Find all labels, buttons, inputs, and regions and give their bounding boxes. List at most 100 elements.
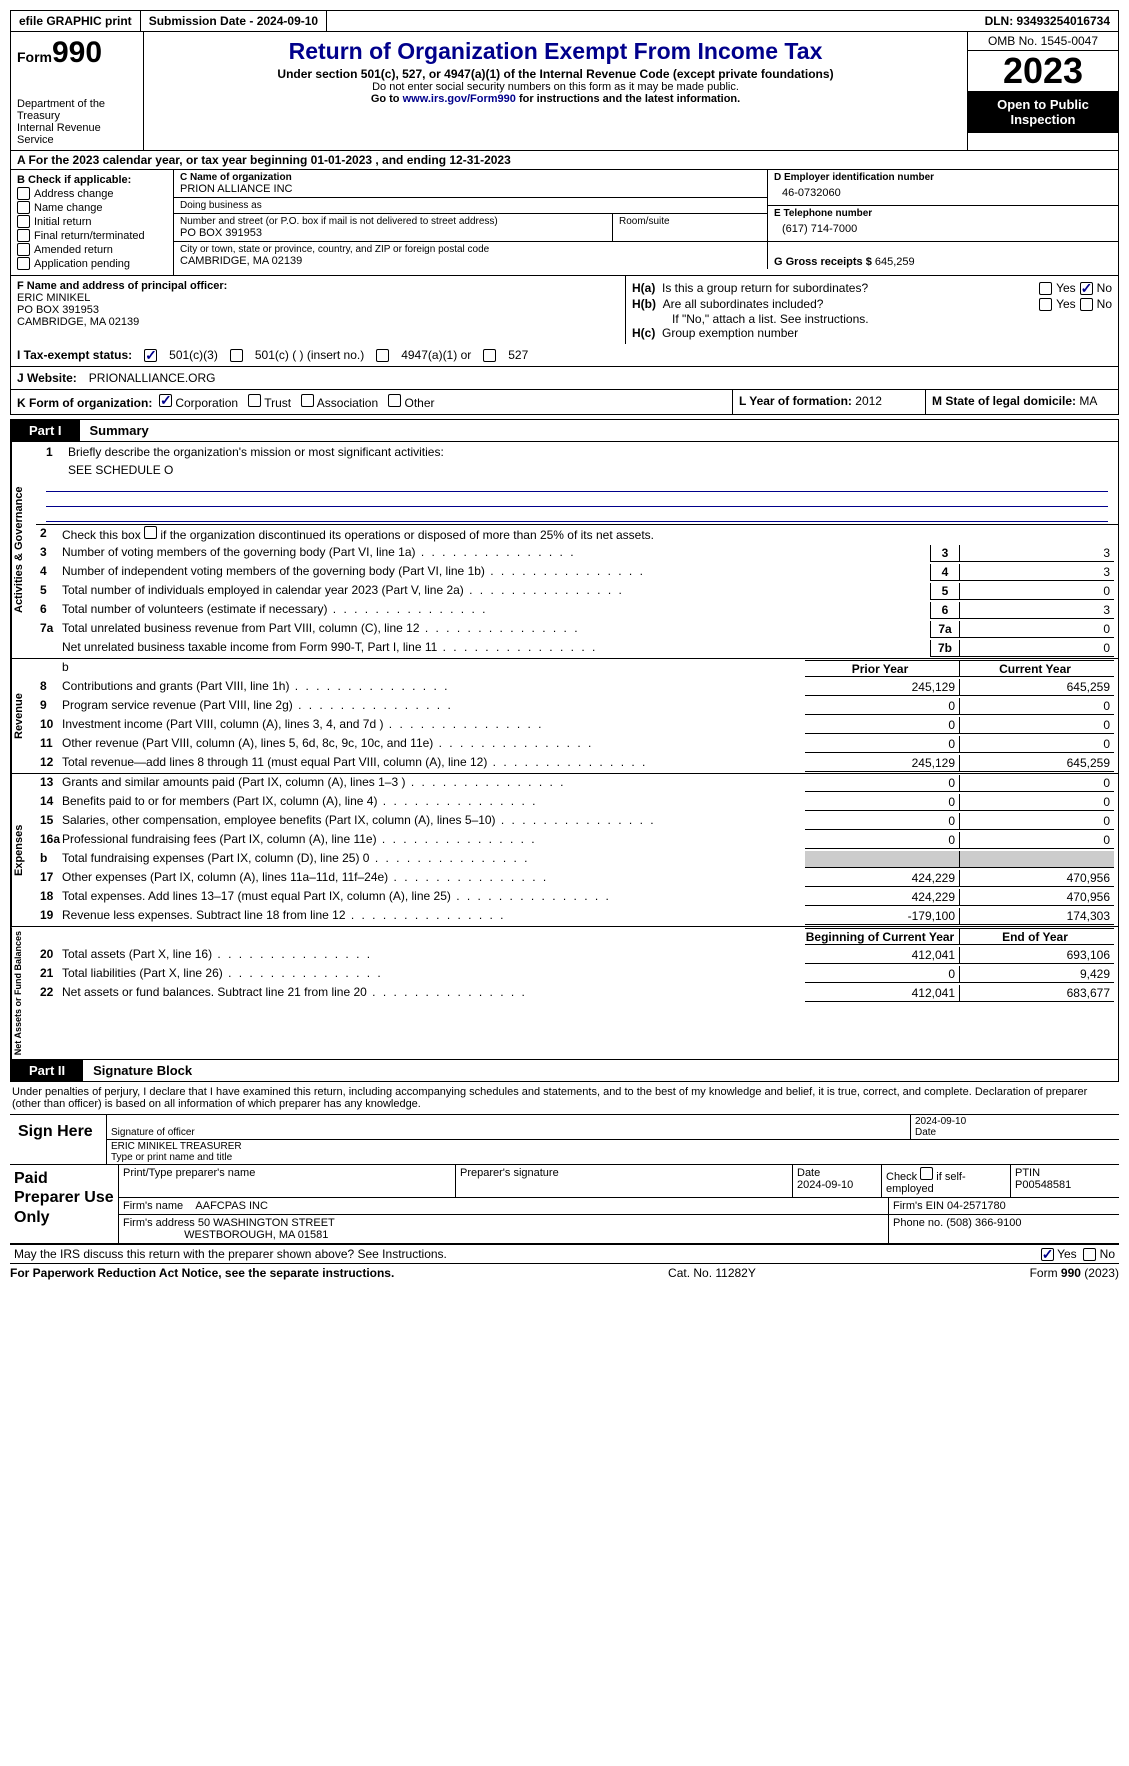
public-inspection: Open to Public Inspection — [968, 91, 1118, 133]
summary-line: 19Revenue less expenses. Subtract line 1… — [36, 907, 1118, 926]
j-lbl: J Website: — [17, 371, 77, 385]
street: PO BOX 391953 — [180, 227, 606, 239]
summary-line: bTotal fundraising expenses (Part IX, co… — [36, 850, 1118, 869]
officer-name-title: ERIC MINIKEL TREASURER — [111, 1141, 242, 1152]
row-i-tax-status: I Tax-exempt status: 501(c)(3) 501(c) ( … — [10, 344, 1119, 367]
part1-tag: Part I — [11, 420, 80, 441]
summary-line: 7aTotal unrelated business revenue from … — [36, 620, 1118, 639]
sig-date-lbl: Date — [915, 1127, 936, 1138]
tab-exp: Expenses — [11, 774, 36, 926]
chk-4947[interactable] — [376, 349, 389, 362]
summary-line: 6Total number of volunteers (estimate if… — [36, 601, 1118, 620]
chk-self-employed[interactable] — [920, 1167, 933, 1180]
firm-name: AAFCPAS INC — [195, 1200, 268, 1212]
form-title: Return of Organization Exempt From Incom… — [150, 38, 961, 65]
firm-name-lbl: Firm's name — [123, 1200, 183, 1212]
chk-501c[interactable] — [230, 349, 243, 362]
summary-line: 5Total number of individuals employed in… — [36, 582, 1118, 601]
firm-phone-lbl: Phone no. — [893, 1217, 943, 1229]
summary-line: 21Total liabilities (Part X, line 26)09,… — [36, 965, 1118, 984]
goto-pre: Go to — [371, 93, 403, 105]
na-hdr-py: Beginning of Current Year — [805, 928, 960, 945]
officer-street: PO BOX 391953 — [17, 304, 619, 316]
ssn-note: Do not enter social security numbers on … — [150, 81, 961, 93]
ptin-lbl: PTIN — [1015, 1167, 1040, 1179]
form-subtitle: Under section 501(c), 527, or 4947(a)(1)… — [150, 67, 961, 81]
officer-city: CAMBRIDGE, MA 02139 — [17, 316, 619, 328]
chk-discontinued[interactable] — [144, 526, 157, 539]
tab-rev: Revenue — [11, 659, 36, 773]
dln: DLN: 93493254016734 — [977, 11, 1118, 31]
hb-yes-lbl: Yes — [1056, 297, 1076, 311]
l1-desc: Briefly describe the organization's miss… — [68, 445, 1108, 459]
discuss-text: May the IRS discuss this return with the… — [14, 1247, 447, 1261]
lbl-address-change: Address change — [34, 188, 114, 200]
discuss-no[interactable] — [1083, 1248, 1096, 1261]
d-ein-lbl: D Employer identification number — [774, 172, 934, 183]
row-klm: K Form of organization: Corporation Trus… — [10, 390, 1119, 415]
lbl-initial-return: Initial return — [34, 216, 91, 228]
dept-treasury: Department of the Treasury Internal Reve… — [17, 98, 137, 146]
sign-here-block: Sign Here Signature of officer 2024-09-1… — [10, 1115, 1119, 1165]
ha-no[interactable] — [1080, 282, 1093, 295]
section-b-to-g: B Check if applicable: Address change Na… — [10, 170, 1119, 275]
irs-link[interactable]: www.irs.gov/Form990 — [403, 93, 516, 105]
submission-date: Submission Date - 2024-09-10 — [141, 11, 327, 31]
summary-rev: Revenue bPrior YearCurrent Year 8Contrib… — [10, 659, 1119, 774]
ha-yes[interactable] — [1039, 282, 1052, 295]
form-number: 990 — [52, 36, 102, 69]
summary-line: 20Total assets (Part X, line 16)412,0416… — [36, 946, 1118, 965]
omb-number: OMB No. 1545-0047 — [968, 32, 1118, 51]
paid-preparer-lbl: Paid Preparer Use Only — [10, 1165, 118, 1243]
lbl-501c: 501(c) ( ) (insert no.) — [255, 348, 364, 362]
summary-line: 18Total expenses. Add lines 13–17 (must … — [36, 888, 1118, 907]
chk-initial-return[interactable] — [17, 215, 30, 228]
summary-ag: Activities & Governance 1Briefly describ… — [10, 442, 1119, 659]
cat-no: Cat. No. 11282Y — [668, 1266, 756, 1280]
type-name-lbl: Type or print name and title — [111, 1152, 232, 1163]
sig-date: 2024-09-10 — [915, 1116, 966, 1127]
chk-name-change[interactable] — [17, 201, 30, 214]
phone: (617) 714-7000 — [774, 219, 1112, 239]
chk-amended[interactable] — [17, 243, 30, 256]
b-title: B Check if applicable: — [17, 174, 167, 186]
summary-line: 4Number of independent voting members of… — [36, 563, 1118, 582]
paid-preparer-block: Paid Preparer Use Only Print/Type prepar… — [10, 1165, 1119, 1245]
room-lbl: Room/suite — [619, 216, 761, 227]
chk-final-return[interactable] — [17, 229, 30, 242]
l1-num: 1 — [46, 445, 68, 459]
hb-no[interactable] — [1080, 298, 1093, 311]
g-gross-lbl: G Gross receipts $ — [774, 256, 872, 268]
summary-line: 16aProfessional fundraising fees (Part I… — [36, 831, 1118, 850]
ha-no-lbl: No — [1097, 281, 1112, 295]
hb-no-lbl: No — [1097, 297, 1112, 311]
chk-527[interactable] — [483, 349, 496, 362]
prep-date-lbl: Date — [797, 1167, 820, 1179]
chk-corp[interactable] — [159, 394, 172, 407]
chk-assoc[interactable] — [301, 394, 314, 407]
chk-trust[interactable] — [248, 394, 261, 407]
pra-notice: For Paperwork Reduction Act Notice, see … — [10, 1266, 394, 1280]
chk-other[interactable] — [388, 394, 401, 407]
chk-address-change[interactable] — [17, 187, 30, 200]
hb-yes[interactable] — [1039, 298, 1052, 311]
lbl-corp: Corporation — [175, 396, 238, 410]
lbl-other: Other — [405, 396, 435, 410]
l2-num: 2 — [40, 526, 62, 540]
na-hdr-cy: End of Year — [960, 928, 1114, 945]
chk-app-pending[interactable] — [17, 257, 30, 270]
i-lbl: I Tax-exempt status: — [17, 348, 132, 362]
discuss-no-lbl: No — [1100, 1247, 1115, 1261]
part1-header: Part I Summary — [10, 419, 1119, 442]
firm-addr-lbl: Firm's address — [123, 1217, 195, 1229]
sign-here-lbl: Sign Here — [10, 1115, 107, 1164]
prep-date: 2024-09-10 — [797, 1179, 853, 1191]
c-name-lbl: C Name of organization — [180, 172, 292, 183]
discuss-yes[interactable] — [1041, 1248, 1054, 1261]
summary-exp: Expenses 13Grants and similar amounts pa… — [10, 774, 1119, 927]
summary-na: Net Assets or Fund Balances Beginning of… — [10, 927, 1119, 1060]
org-name: PRION ALLIANCE INC — [180, 183, 761, 195]
chk-501c3[interactable] — [144, 349, 157, 362]
m-lbl: M State of legal domicile: — [932, 394, 1076, 408]
summary-line: 10Investment income (Part VIII, column (… — [36, 716, 1118, 735]
